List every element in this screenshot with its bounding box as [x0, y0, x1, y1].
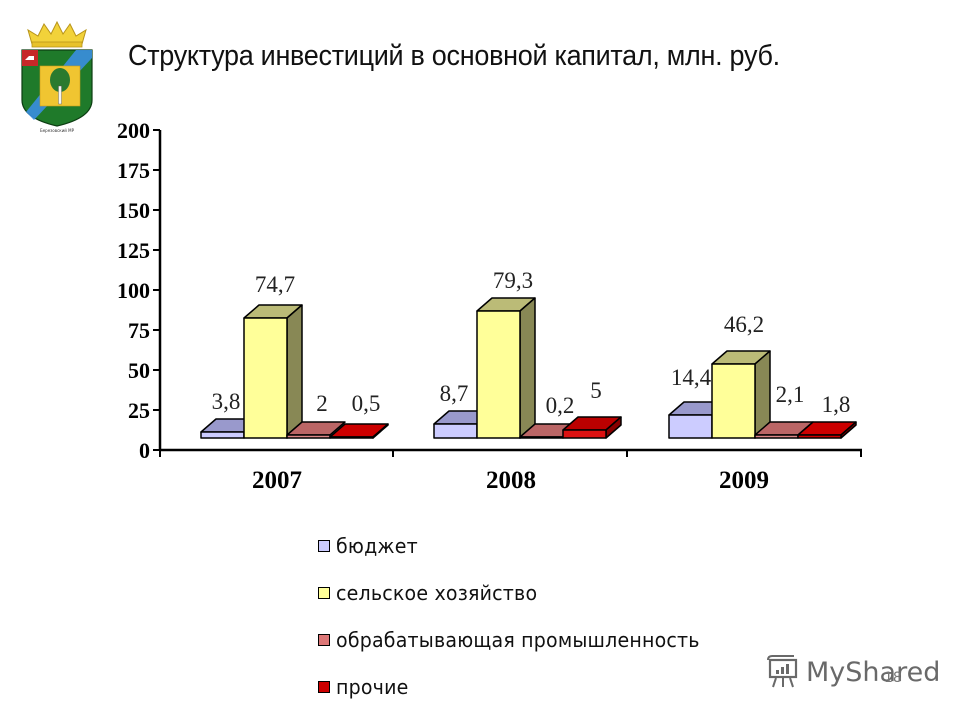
y-tick-label: 175: [117, 158, 150, 183]
data-label: 5: [590, 378, 602, 403]
x-category-label: 2008: [486, 467, 536, 494]
chart-legend: бюджет сельское хозяйство обрабатывающая…: [318, 522, 719, 710]
legend-item-other: прочие: [318, 663, 719, 710]
legend-item-manufacturing: обрабатывающая промышленность: [318, 616, 719, 663]
legend-label: бюджет: [336, 533, 418, 558]
y-tick-label: 200: [117, 118, 150, 143]
legend-label: сельское хозяйство: [336, 580, 538, 605]
data-label: 46,2: [724, 312, 764, 337]
slide-title: Структура инвестиций в основной капитал,…: [128, 40, 780, 72]
legend-item-agriculture: сельское хозяйство: [318, 569, 719, 616]
data-label: 8,7: [440, 381, 469, 406]
bar-group-2008: [433, 297, 622, 439]
y-tick-label: 100: [117, 278, 150, 303]
y-tick-label: 75: [128, 318, 150, 343]
y-tick-label: 0: [139, 438, 150, 463]
y-tick-label: 150: [117, 198, 150, 223]
presentation-board-icon: [767, 655, 798, 688]
data-label: 14,4: [671, 365, 712, 390]
legend-item-budget: бюджет: [318, 522, 719, 569]
emblem-caption: Березовский МР: [40, 128, 75, 133]
data-label: 0,5: [352, 391, 381, 416]
data-label: 79,3: [493, 268, 533, 293]
bar-group-2009: [668, 350, 857, 439]
data-label: 2,1: [776, 382, 805, 407]
slide-number: 18: [884, 670, 902, 686]
x-axis: 2007 2008 2009: [159, 448, 862, 494]
bar-group-2007: [200, 304, 389, 439]
legend-swatch-budget: [318, 539, 330, 552]
x-category-label: 2009: [719, 467, 769, 494]
legend-swatch-manufacturing: [318, 633, 330, 646]
legend-swatch-agriculture: [318, 586, 330, 599]
data-label: 1,8: [822, 392, 851, 417]
watermark-text: MyShared: [806, 656, 941, 688]
y-tick-label: 25: [128, 398, 150, 423]
coat-of-arms-emblem: Березовский МР: [21, 20, 93, 133]
data-label: 74,7: [255, 272, 295, 297]
y-tick-label: 125: [117, 238, 150, 263]
data-label: 3,8: [212, 389, 241, 414]
legend-label: прочие: [336, 674, 409, 699]
y-tick-label: 50: [128, 358, 150, 383]
legend-label: обрабатывающая промышленность: [336, 627, 700, 652]
data-label: 2: [316, 391, 328, 416]
data-label: 0,2: [546, 393, 575, 418]
watermark: MyShared: [766, 655, 940, 689]
legend-swatch-other: [318, 680, 330, 693]
bars: [200, 297, 857, 439]
x-category-label: 2007: [252, 467, 302, 494]
y-axis: 0 25 50 75 100 125 150 175 200: [117, 118, 162, 463]
